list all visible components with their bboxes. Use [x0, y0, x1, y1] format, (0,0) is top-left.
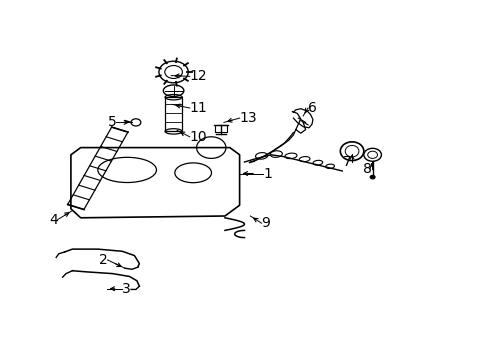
Text: 7: 7: [343, 155, 351, 169]
Text: 11: 11: [189, 101, 207, 115]
Text: 5: 5: [107, 116, 116, 129]
Text: 4: 4: [49, 213, 58, 226]
Text: 12: 12: [189, 69, 207, 83]
Text: 8: 8: [362, 162, 371, 176]
Text: 3: 3: [122, 282, 131, 296]
Text: 13: 13: [239, 111, 257, 125]
Bar: [215, 125, 226, 132]
Text: 9: 9: [261, 216, 270, 230]
Bar: [164, 97, 182, 131]
Text: 1: 1: [263, 167, 271, 180]
Circle shape: [369, 175, 374, 179]
Text: 2: 2: [99, 253, 107, 267]
Text: 10: 10: [189, 130, 207, 144]
Text: 6: 6: [307, 101, 316, 115]
